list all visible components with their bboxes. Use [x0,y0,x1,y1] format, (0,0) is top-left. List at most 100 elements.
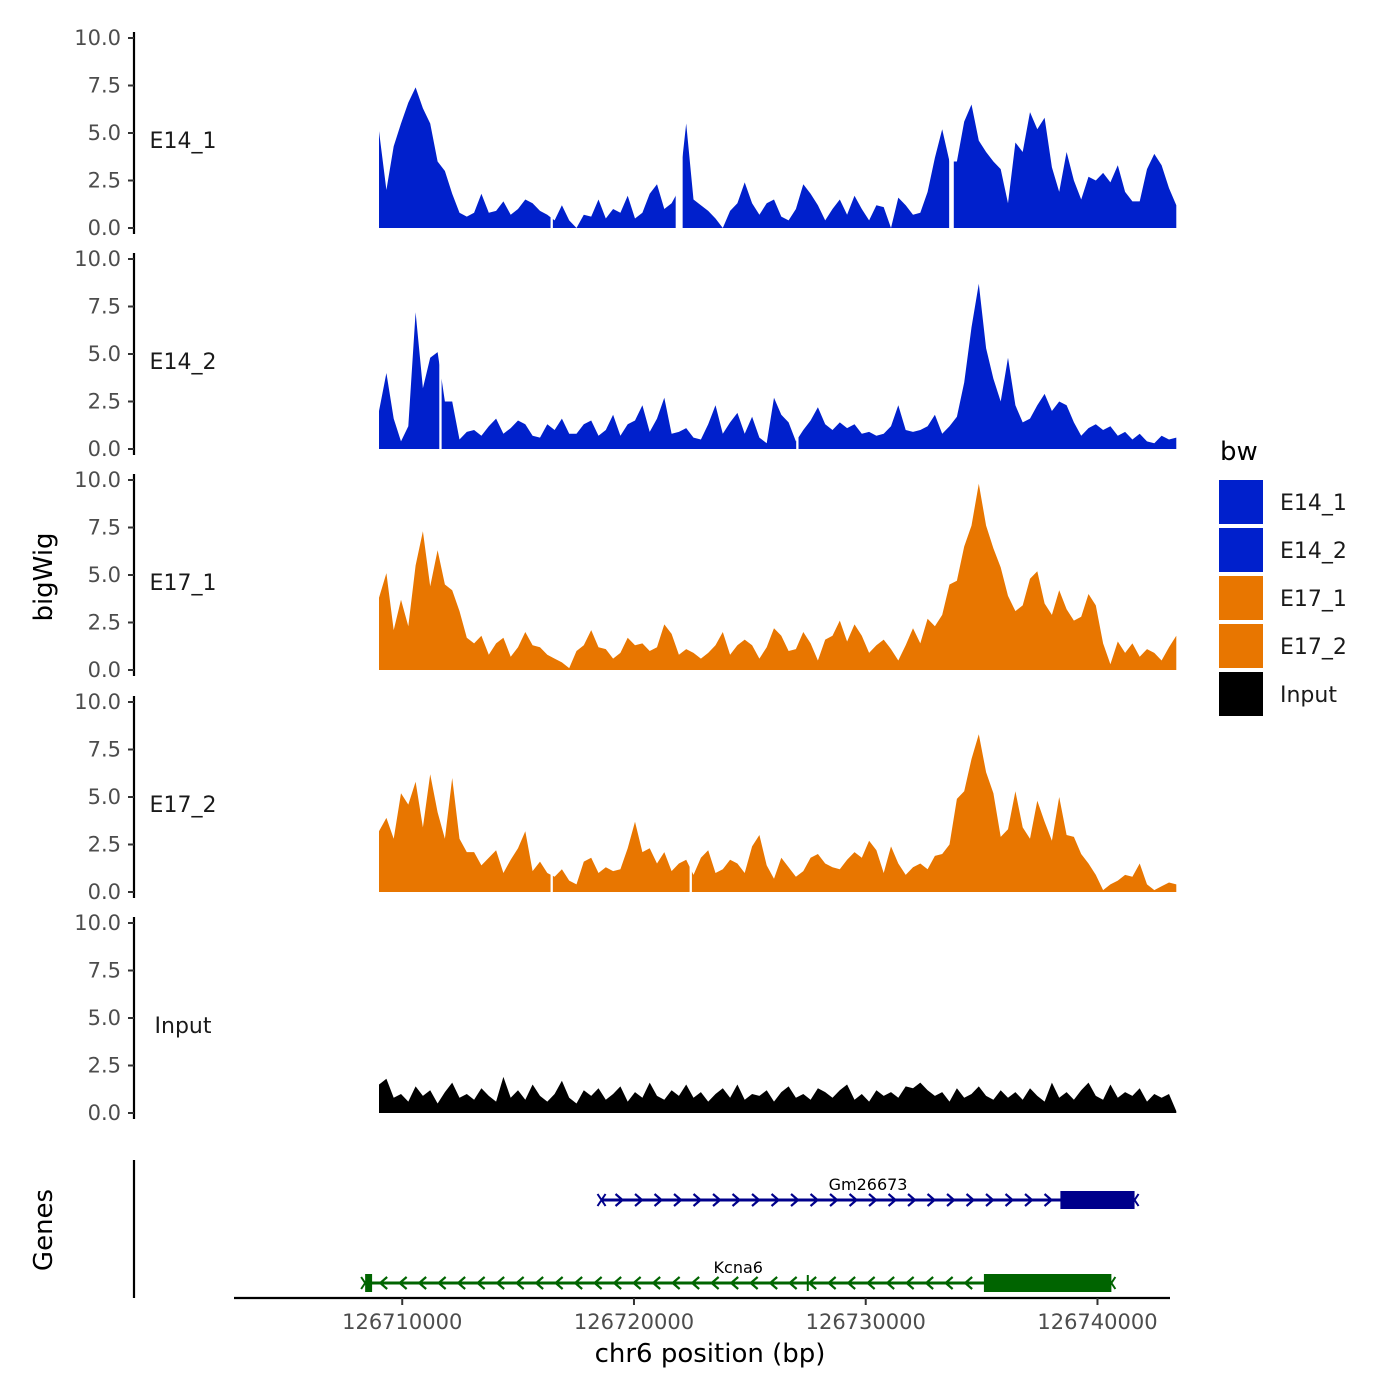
x-axis: 126710000 126720000 126730000 126740000 [234,1296,1170,1334]
legend-title: bw [1220,437,1258,467]
strand-chevron [985,1193,995,1207]
strand-chevron [1024,1193,1034,1207]
strand-chevron [924,1276,934,1290]
strand-chevron [848,1193,859,1207]
y-tick-label: 2.5 [88,390,121,414]
strand-chevron [651,1276,661,1290]
strand-chevron [670,1276,681,1290]
x-tick-label: 126710000 [342,1310,462,1334]
strand-chevron [475,1276,486,1290]
strand-chevron [712,1193,722,1207]
strand-chevron [534,1276,544,1290]
strand-chevron [751,1193,761,1207]
track-label: E17_1 [150,571,217,596]
strand-chevron [456,1276,466,1290]
gene-exon [1060,1191,1135,1209]
strand-chevron [731,1193,742,1207]
strand-chevron [846,1276,856,1290]
gene-exon [365,1274,373,1292]
y-tick-label: 5.0 [88,563,121,587]
strand-chevron [729,1276,739,1290]
track-label: E14_1 [150,129,217,154]
coverage-gap [796,259,799,450]
gene-name-label: Kcna6 [714,1258,763,1277]
strand-chevron [417,1276,427,1290]
strand-chevron [1004,1193,1015,1207]
x-tick-label: 126740000 [1037,1310,1157,1334]
legend-swatch [1219,576,1263,620]
strand-chevron [926,1193,937,1207]
strand-chevron [885,1276,895,1290]
legend-swatch [1219,672,1263,716]
signal-area-E17_1 [379,483,1177,670]
strand-chevron [653,1193,664,1207]
strand-chevron [829,1193,839,1207]
y-tick-label: 2.5 [88,833,121,857]
panel-E17_2: 0.0 2.5 5.0 7.5 10.0 E17_2 [74,690,1177,904]
y-tick-label: 5.0 [88,342,121,366]
y-tick-label: 7.5 [88,516,121,540]
y-tick-label: 0.0 [88,216,121,240]
strand-chevron [692,1193,703,1207]
y-tick-label: 5.0 [88,121,121,145]
strand-chevron [865,1276,876,1290]
panel-Input: 0.0 2.5 5.0 7.5 10.0 Input [74,911,1177,1125]
y-tick-label: 7.5 [88,74,121,98]
signal-area-E14_1 [379,87,1177,229]
y-tick-label: 5.0 [88,1006,121,1030]
strand-chevron [1043,1193,1054,1207]
bigwig-panels: 0.0 2.5 5.0 7.5 10.0 E14_1 0.0 2.5 5.0 7.5 10.0 E14… [74,26,1177,1125]
signal-area-E17_2 [379,734,1177,892]
strand-chevron [826,1276,837,1290]
coverage-gap [550,702,553,893]
gene-end-mark [596,1193,607,1207]
strand-chevron [943,1276,954,1290]
strand-chevron [436,1276,447,1290]
strand-chevron [709,1276,720,1290]
x-tick-label: 126730000 [806,1310,926,1334]
strand-chevron [790,1193,800,1207]
legend-label: E14_1 [1280,491,1347,516]
strand-chevron [592,1276,603,1290]
strand-chevron [904,1276,915,1290]
y-tick-label: 10.0 [74,247,121,271]
y-tick-label: 2.5 [88,611,121,635]
strand-chevron [614,1193,625,1207]
legend-swatch [1219,624,1263,668]
coverage-gap [439,259,442,450]
strand-chevron [963,1276,973,1290]
strand-chevron [690,1276,700,1290]
legend-swatch [1219,528,1263,572]
y-tick-label: 2.5 [88,169,121,193]
strand-chevron [673,1193,683,1207]
legend: bw E14_1 E14_2 E17_1 E17_2 Input [1219,437,1347,716]
strand-chevron [787,1276,798,1290]
coverage-gap [550,38,553,229]
track-label: Input [155,1014,212,1039]
y-tick-label: 7.5 [88,295,121,319]
strand-chevron [553,1276,564,1290]
strand-chevron [573,1276,583,1290]
strand-chevron [768,1276,778,1290]
y-tick-label: 0.0 [88,880,121,904]
strand-chevron [946,1193,956,1207]
coverage-gap [949,38,954,229]
strand-chevron [634,1193,644,1207]
strand-chevron [495,1276,505,1290]
y-tick-label: 5.0 [88,785,121,809]
y-tick-label: 10.0 [74,690,121,714]
strand-chevron [612,1276,622,1290]
y-tick-label: 0.0 [88,1101,121,1125]
y-tick-label: 7.5 [88,738,121,762]
strand-chevron [378,1276,388,1290]
y-tick-label: 10.0 [74,911,121,935]
strand-chevron [807,1276,817,1290]
legend-label: E17_1 [1280,587,1347,612]
y-tick-label: 10.0 [74,468,121,492]
strand-chevron [868,1193,878,1207]
y-tick-label: 7.5 [88,959,121,983]
legend-swatch [1219,480,1263,524]
panel-E14_1: 0.0 2.5 5.0 7.5 10.0 E14_1 [74,26,1177,240]
strand-chevron [907,1193,917,1207]
